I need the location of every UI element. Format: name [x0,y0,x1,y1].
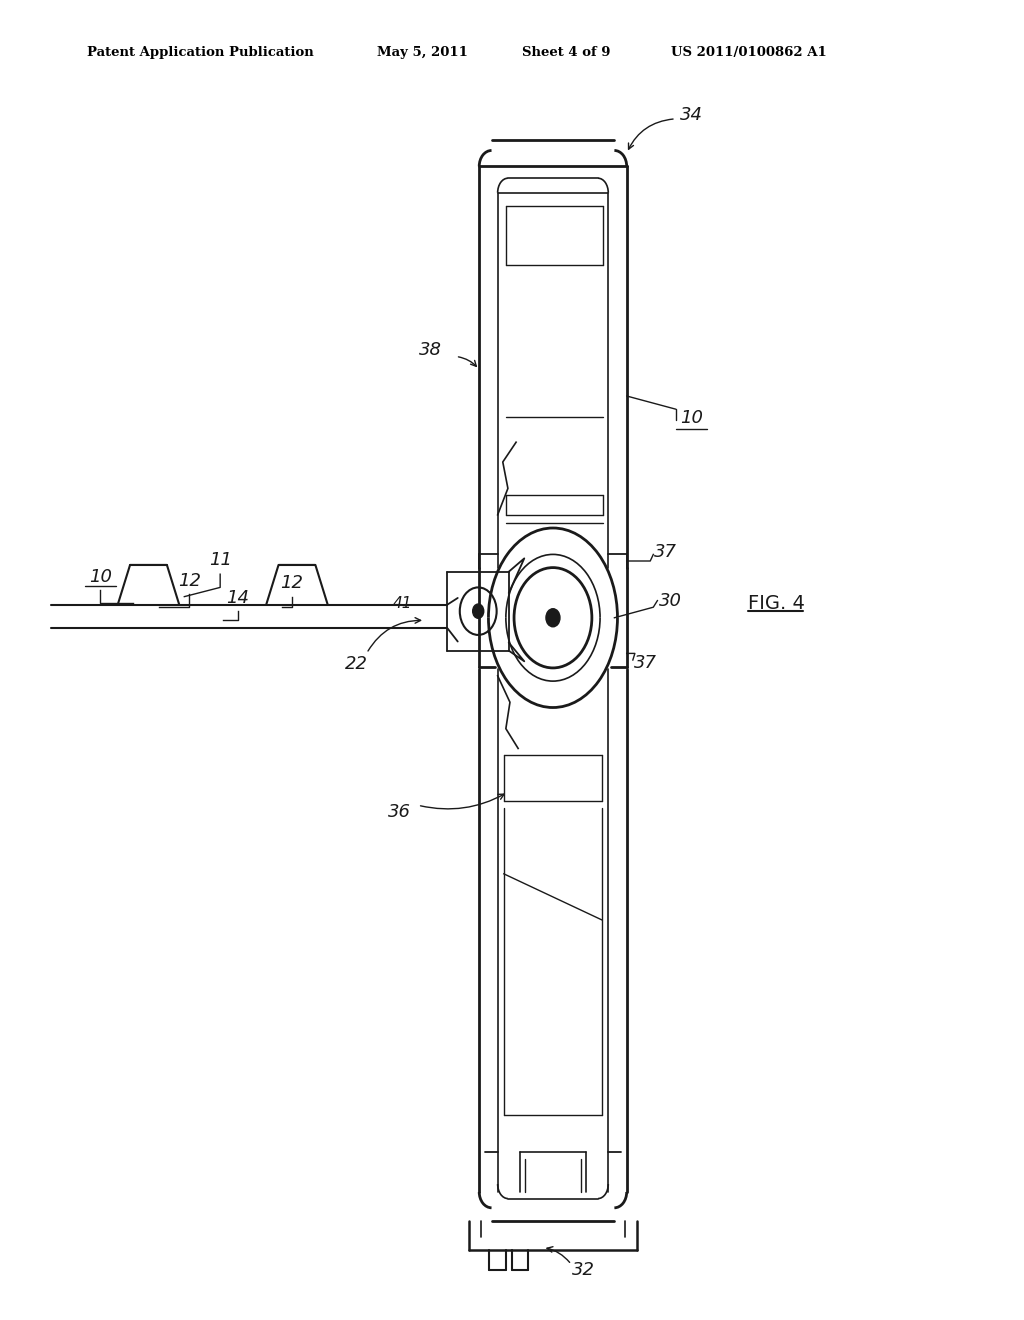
Circle shape [473,605,483,618]
Circle shape [546,609,560,627]
Text: 36: 36 [388,803,411,821]
Text: 32: 32 [572,1261,595,1279]
Text: 22: 22 [345,655,368,673]
Text: 41: 41 [392,595,413,611]
Text: Sheet 4 of 9: Sheet 4 of 9 [522,46,610,59]
Text: 34: 34 [680,106,702,124]
Text: 10: 10 [680,409,702,428]
Text: 37: 37 [654,543,677,561]
Text: 12: 12 [281,574,303,593]
Text: US 2011/0100862 A1: US 2011/0100862 A1 [671,46,826,59]
Text: 12: 12 [178,572,201,590]
Text: 14: 14 [226,589,249,607]
Text: FIG. 4: FIG. 4 [748,594,805,612]
Text: 10: 10 [89,568,112,586]
Text: Patent Application Publication: Patent Application Publication [87,46,313,59]
Text: 30: 30 [659,591,682,610]
Text: 11: 11 [209,550,231,569]
Text: 38: 38 [419,341,441,359]
Text: May 5, 2011: May 5, 2011 [377,46,468,59]
Text: 37: 37 [634,653,656,672]
